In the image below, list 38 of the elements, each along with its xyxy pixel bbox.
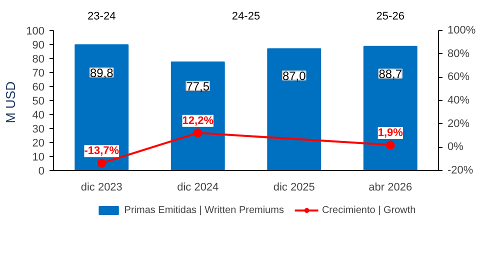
text: 24-25 (232, 10, 260, 22)
y-axis-title: M USD (3, 81, 18, 124)
legend-label: Primas Emitidas | Written Premiums (124, 204, 284, 216)
y-tick-label: 20 (32, 138, 45, 150)
y2-tick-label: 20% (448, 118, 470, 130)
point (193, 128, 202, 138)
y2-tick-label: 0% (448, 141, 464, 154)
legend-label: Crecimiento | Growth (322, 204, 416, 216)
y-tick-label: 100 (26, 26, 45, 38)
text: 25-26 (376, 10, 404, 22)
y-tick-label: 30 (32, 124, 45, 136)
x-tick-label: dic 2025 (273, 182, 315, 194)
point (97, 158, 106, 168)
data-label: 77,5 (186, 79, 210, 94)
data-label: 89,8 (90, 66, 114, 80)
data-label: 88,7 (378, 67, 402, 82)
y2-tick-label: 100% (448, 24, 476, 36)
data-label: -13,7% (84, 145, 120, 158)
y-tick-label: 40 (32, 110, 45, 122)
y-tick-label: 70 (32, 68, 45, 80)
y-tick-label: 0 (38, 166, 45, 178)
y2-tick-label: 40% (448, 94, 470, 106)
y-tick-label: 10 (32, 152, 45, 164)
y-tick-label: 50 (32, 96, 45, 108)
y-tick-label: 80 (32, 54, 45, 66)
x-tick-label: dic 2024 (177, 182, 219, 194)
y2-tick-label: -20% (448, 164, 474, 176)
y2-tick-label: 60% (448, 71, 470, 84)
x-tick-label: abr 2026 (368, 182, 412, 194)
y-tick-label: 60 (32, 82, 45, 94)
x-tick-label: dic 2023 (80, 182, 122, 194)
data-label: 1,9% (378, 126, 404, 139)
y2-tick-label: 80% (448, 48, 470, 60)
data-label: 12,2% (182, 114, 214, 127)
point (386, 140, 395, 150)
text: 23-24 (88, 10, 116, 22)
data-label: 87,0 (282, 68, 306, 83)
y-tick-label: 90 (32, 40, 45, 52)
